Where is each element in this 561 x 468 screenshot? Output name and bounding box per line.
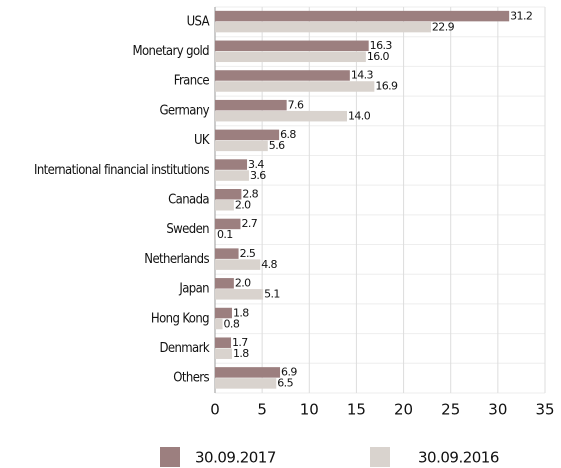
legend-label: 30.09.2016 — [418, 449, 499, 467]
value-label: 31.2 — [510, 9, 532, 22]
value-label: 14.0 — [348, 109, 371, 122]
bar — [215, 248, 239, 259]
bar — [215, 307, 232, 319]
category-label: France — [174, 74, 210, 89]
value-label: 7.6 — [288, 98, 304, 111]
category-label: USA — [187, 14, 210, 29]
bar — [215, 170, 249, 181]
bar — [215, 337, 232, 348]
bar — [215, 70, 350, 81]
bar — [215, 99, 287, 111]
x-tick-label: 30 — [488, 401, 507, 419]
value-label: 22.9 — [432, 20, 455, 33]
legend-swatch — [160, 447, 180, 467]
value-label: 16.9 — [375, 80, 398, 93]
bar — [215, 218, 241, 230]
value-label: 0.1 — [217, 228, 233, 241]
value-label: 2.7 — [241, 217, 257, 230]
bar — [215, 378, 277, 389]
category-label: International financial institutions — [34, 163, 209, 178]
bar — [215, 21, 431, 33]
bar — [215, 229, 216, 241]
category-label: Others — [173, 371, 209, 386]
bar — [215, 10, 510, 22]
bar — [215, 159, 248, 170]
x-tick-label: 35 — [535, 401, 554, 419]
bar — [215, 318, 223, 330]
bar — [215, 278, 234, 289]
value-label: 2.8 — [242, 188, 258, 201]
x-tick-label: 25 — [441, 401, 460, 419]
bar — [215, 110, 347, 122]
category-label: Denmark — [159, 341, 209, 356]
bar — [215, 140, 268, 152]
category-label: Canada — [168, 193, 209, 208]
category-label: Japan — [178, 282, 209, 297]
value-label: 16.0 — [367, 50, 390, 63]
bar — [215, 200, 234, 211]
value-label: 1.8 — [233, 306, 249, 319]
value-label: 6.9 — [281, 366, 297, 379]
value-label: 2.0 — [235, 199, 251, 212]
category-label: Germany — [159, 103, 209, 118]
bar — [215, 189, 242, 200]
category-label: Monetary gold — [132, 44, 209, 59]
x-tick-label: 10 — [300, 401, 319, 419]
value-label: 6.5 — [277, 377, 293, 390]
value-label: 1.7 — [232, 336, 248, 349]
bar — [215, 51, 366, 63]
x-tick-label: 15 — [347, 401, 366, 419]
legend-swatch — [370, 447, 390, 467]
category-label: Hong Kong — [151, 311, 209, 326]
value-label: 2.5 — [240, 247, 256, 260]
bar — [215, 40, 369, 52]
value-label: 3.4 — [248, 158, 264, 171]
category-label: Netherlands — [144, 252, 209, 267]
value-label: 3.6 — [250, 169, 266, 182]
x-tick-label: 5 — [257, 401, 267, 419]
bar — [215, 81, 375, 92]
value-label: 5.1 — [264, 288, 280, 301]
bar — [215, 129, 280, 141]
category-label: Sweden — [166, 222, 209, 237]
value-label: 4.8 — [261, 258, 277, 271]
legend-label: 30.09.2017 — [195, 449, 276, 467]
category-label: UK — [194, 133, 210, 148]
bar — [215, 289, 264, 300]
value-label: 5.6 — [269, 139, 285, 152]
value-label: 2.0 — [235, 277, 251, 290]
value-label: 16.3 — [370, 39, 393, 52]
x-tick-label: 20 — [394, 401, 413, 419]
value-label: 0.8 — [224, 317, 240, 330]
value-label: 14.3 — [351, 69, 374, 82]
bar — [215, 259, 261, 270]
x-tick-label: 0 — [210, 401, 220, 419]
bar — [215, 367, 281, 378]
value-label: 6.8 — [280, 128, 296, 141]
value-label: 1.8 — [233, 347, 249, 360]
bar — [215, 348, 232, 359]
